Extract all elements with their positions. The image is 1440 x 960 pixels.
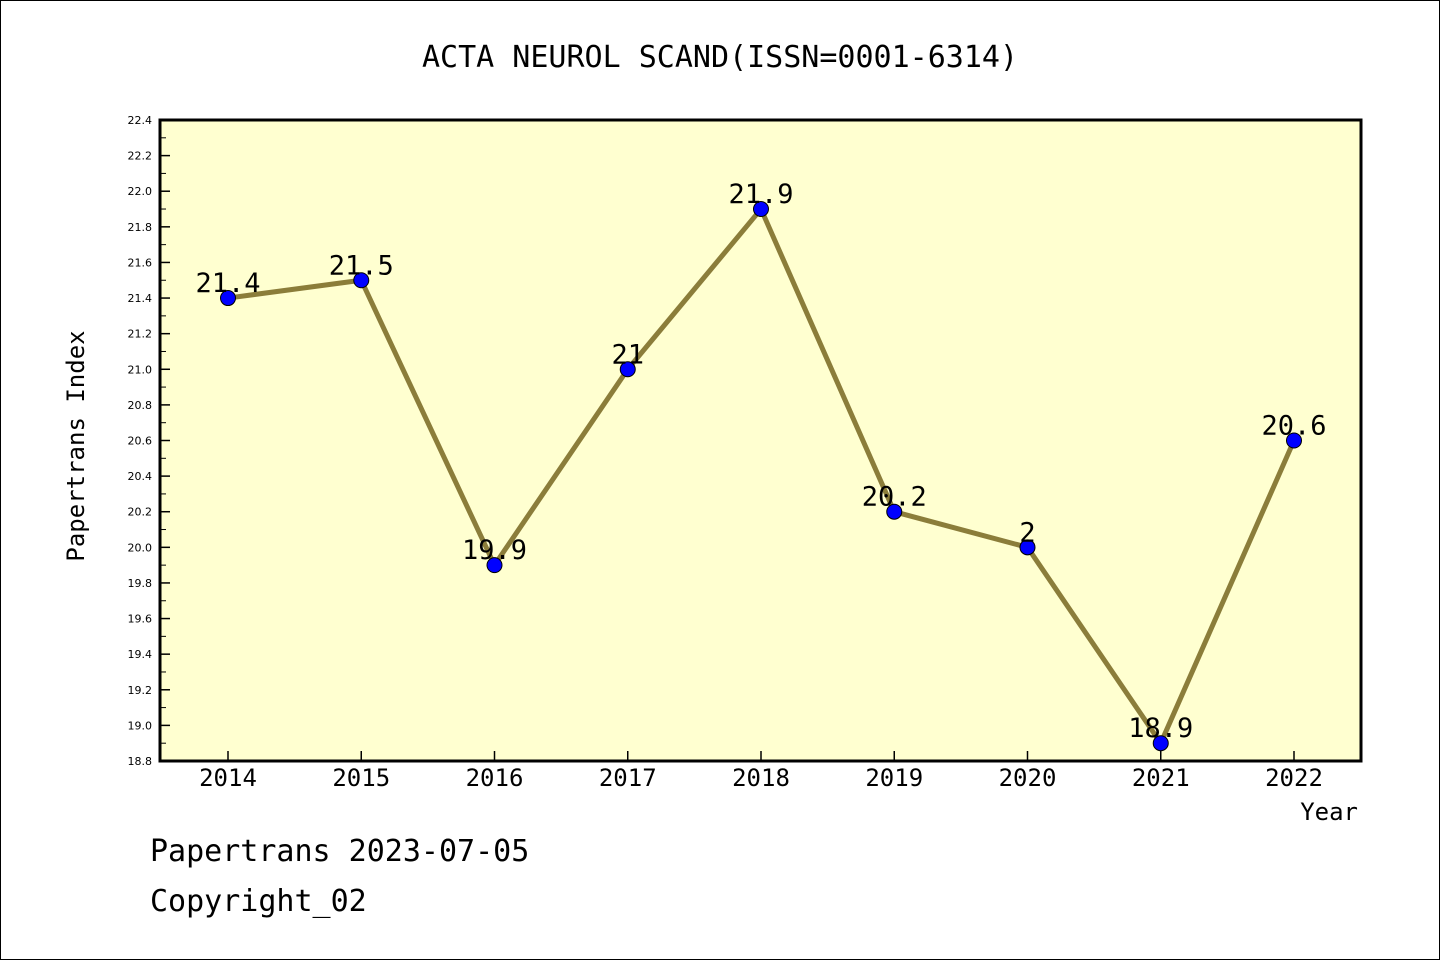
data-point [353, 272, 370, 289]
data-point [886, 503, 903, 520]
y-tick-label: 20.4 [128, 470, 153, 483]
x-axis: 2014 2015 2016 2017 2018 2019 2020 2021 2022 [199, 751, 1323, 792]
y-tick-label: 20.2 [128, 506, 153, 519]
x-tick-label: 2019 [865, 764, 923, 792]
x-tick-label: 2020 [999, 764, 1057, 792]
y-tick-label: 20.0 [128, 541, 153, 554]
x-tick-label: 2015 [332, 764, 390, 792]
x-tick-label: 2016 [466, 764, 524, 792]
data-labels: 21.4 21.5 19.9 21 21.9 20.2 2 18.9 20.6 [195, 179, 1326, 744]
plot-area [158, 118, 1363, 763]
y-tick-label: 21.6 [128, 256, 153, 269]
x-tick-label: 2018 [732, 764, 790, 792]
data-point [220, 290, 236, 307]
data-label: 21.4 [195, 268, 260, 299]
x-tick-label: 2017 [599, 764, 657, 792]
y-tick-label: 21.0 [128, 363, 153, 376]
y-tick-label: 19.2 [128, 684, 153, 697]
data-point [1019, 539, 1036, 556]
y-tick-label: 22.4 [128, 114, 153, 127]
data-point [619, 361, 636, 378]
x-tick-label: 2014 [199, 764, 257, 792]
data-point [1286, 432, 1302, 449]
data-label: 21.5 [329, 250, 394, 281]
x-axis-label: Year [1300, 798, 1358, 826]
y-tick-label: 19.6 [128, 613, 153, 626]
y-tick-label: 20.8 [128, 399, 153, 412]
data-label: 20.6 [1261, 411, 1326, 442]
data-label: 18.9 [1128, 713, 1193, 744]
data-point [486, 557, 503, 574]
y-tick-label: 22.0 [128, 185, 153, 198]
footer-copyright: Copyright_02 [150, 884, 367, 919]
y-tick-label: 19.0 [128, 719, 153, 732]
y-tick-label: 19.8 [128, 577, 153, 590]
data-label: 21 [611, 339, 644, 370]
y-axis-label: Papertrans Index [62, 330, 90, 561]
data-point [1152, 735, 1169, 752]
footer-date: Papertrans 2023-07-05 [150, 834, 530, 869]
data-label: 19.9 [462, 535, 527, 566]
y-tick-label: 19.4 [128, 648, 153, 661]
y-tick-label: 22.2 [128, 150, 153, 163]
data-label: 2 [1019, 517, 1035, 548]
data-label: 21.9 [728, 179, 793, 210]
y-tick-label: 21.4 [128, 292, 153, 305]
y-tick-label: 21.8 [128, 221, 153, 234]
y-axis: 18.8 19.0 19.2 19.4 19.6 19.8 20.0 20.2 20.4 20.6… [128, 114, 170, 768]
data-label: 20.2 [862, 482, 927, 513]
y-tick-label: 20.6 [128, 435, 153, 448]
y-tick-label: 18.8 [128, 755, 153, 768]
x-tick-label: 2021 [1132, 764, 1190, 792]
y-tick-label: 21.2 [128, 328, 153, 341]
chart-title: ACTA NEUROL SCAND(ISSN=0001-6314) [422, 40, 1018, 75]
x-tick-label: 2022 [1265, 764, 1323, 792]
data-points [220, 201, 1302, 752]
data-point [753, 201, 769, 218]
